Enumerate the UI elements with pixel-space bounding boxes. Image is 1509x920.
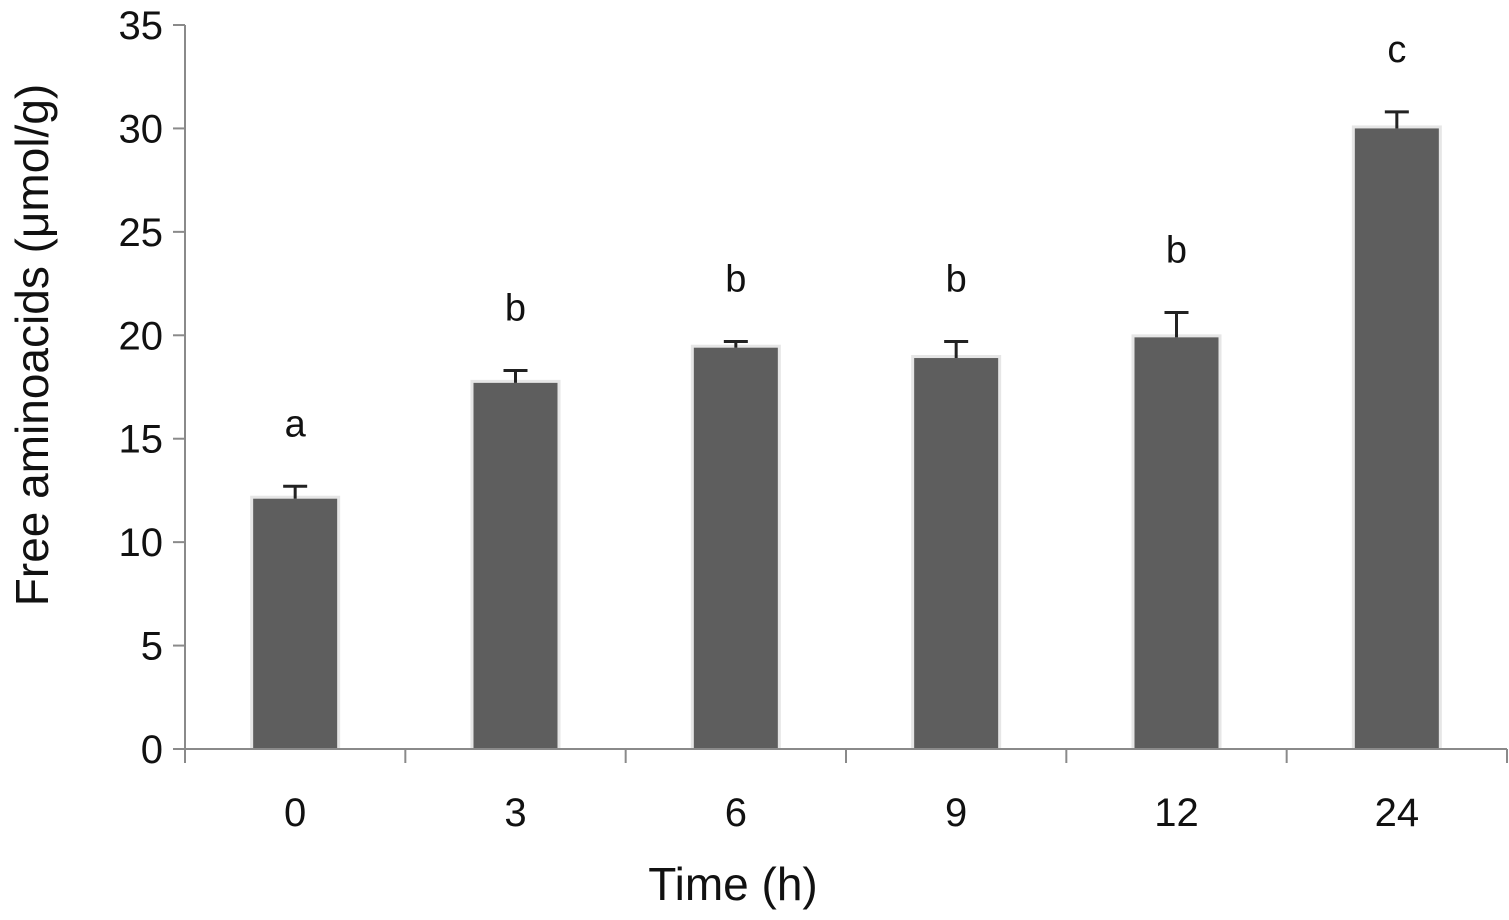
bar [1134,337,1219,749]
y-axis-label: Free aminoacids (μmol/g) [6,84,58,606]
y-tick-label: 35 [119,4,164,48]
x-tick-label: 0 [284,791,306,835]
x-tick-label: 9 [945,791,967,835]
y-tick-label: 0 [141,728,163,772]
y-tick-labels-layer: 0 5 10 15 20 25 30 35 [119,4,164,772]
significance-letters-layer: a b b b b c [285,29,1407,445]
x-tick-label: 24 [1375,791,1420,835]
bars-layer [250,125,1442,749]
significance-letter: b [946,258,967,300]
bar [914,358,999,749]
significance-letter: b [505,287,526,329]
significance-letter: a [285,403,307,445]
x-tick-label: 3 [504,791,526,835]
x-tick-label: 12 [1154,791,1199,835]
y-tick-label: 25 [119,211,164,255]
significance-letter: c [1387,29,1406,71]
bar [693,347,778,749]
x-tick-labels-layer: 0 3 6 9 12 24 [284,791,1419,835]
significance-letter: b [725,258,746,300]
x-tick-label: 6 [725,791,747,835]
bar [473,382,558,749]
axes-layer [173,24,1508,763]
y-tick-label: 5 [141,625,163,669]
y-tick-label: 30 [119,107,164,151]
error-bars-layer [283,110,1409,499]
significance-letter: b [1166,230,1187,272]
bar [253,498,338,749]
y-tick-label: 10 [119,521,164,565]
bar [1354,128,1439,749]
y-tick-label: 15 [119,418,164,462]
y-tick-label: 20 [119,314,164,358]
x-axis-label: Time (h) [648,858,818,910]
